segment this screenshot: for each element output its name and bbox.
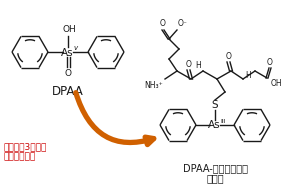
Text: v: v <box>73 45 77 52</box>
Text: 生体内で3価ヒ素: 生体内で3価ヒ素 <box>3 142 46 151</box>
Text: 化合物へ変化: 化合物へ変化 <box>3 152 35 161</box>
Text: O: O <box>160 19 166 28</box>
Text: 抱合体: 抱合体 <box>206 173 224 183</box>
Text: III: III <box>220 119 226 124</box>
Text: S: S <box>212 100 218 110</box>
Text: O: O <box>64 69 71 78</box>
Text: O: O <box>267 58 273 67</box>
Text: OH: OH <box>62 25 76 34</box>
Text: O⁻: O⁻ <box>178 19 188 28</box>
Text: DPAA-グルタチオン: DPAA-グルタチオン <box>182 163 248 173</box>
Text: As: As <box>61 48 73 58</box>
Text: DPAA: DPAA <box>52 85 84 98</box>
Text: As: As <box>208 121 220 130</box>
Text: OH: OH <box>271 79 283 88</box>
Text: H: H <box>245 70 251 80</box>
Text: H: H <box>195 61 201 70</box>
Text: O: O <box>226 52 232 61</box>
Text: NH₃⁺: NH₃⁺ <box>144 81 163 90</box>
Text: O: O <box>186 60 192 69</box>
